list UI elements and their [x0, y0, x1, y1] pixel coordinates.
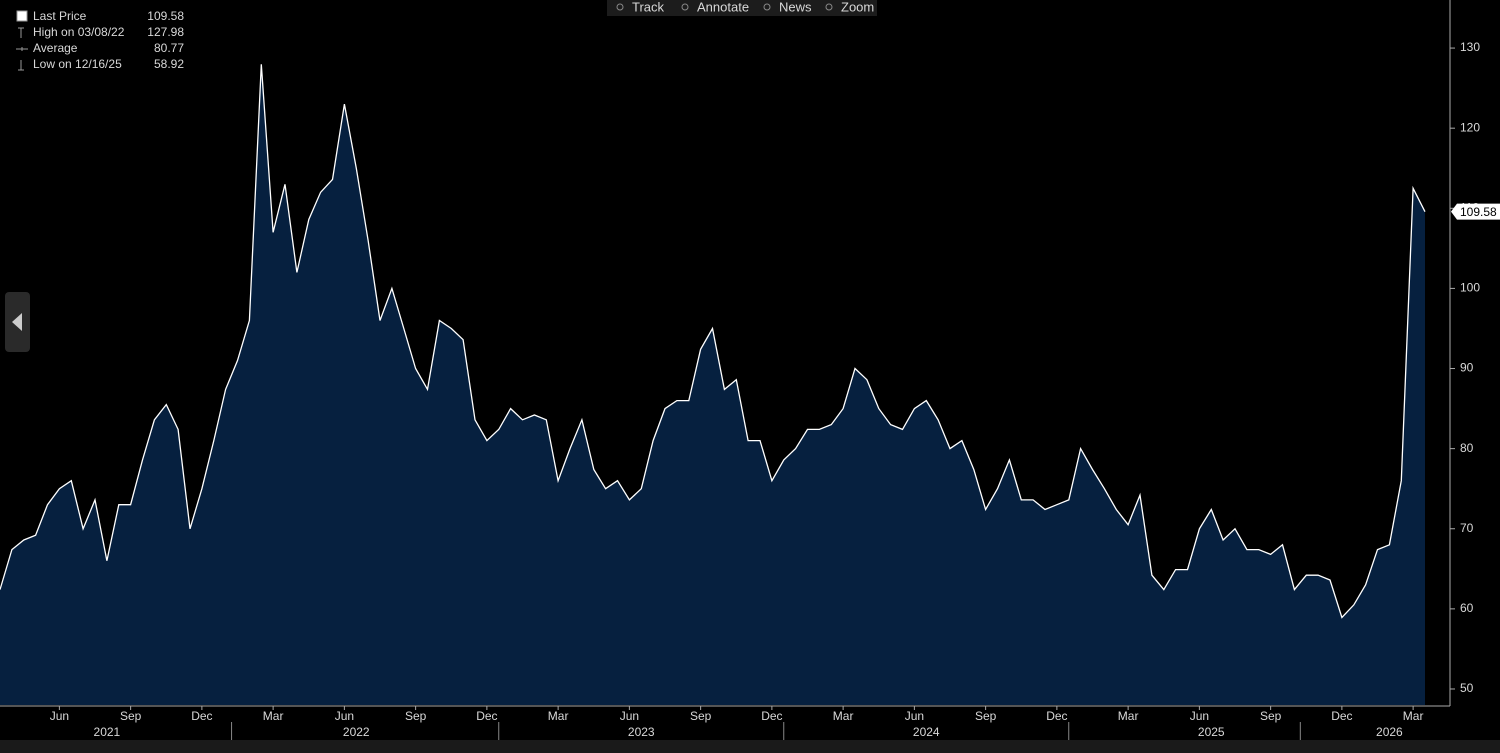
- y-tick-label: 120: [1460, 120, 1480, 134]
- x-tick-label: Jun: [1190, 709, 1209, 723]
- x-tick-label: Jun: [905, 709, 924, 723]
- year-label: 2024: [913, 725, 940, 739]
- legend-icon: [16, 10, 28, 22]
- toolbar-button[interactable]: Track: [632, 0, 665, 14]
- toolbar-icon: [825, 3, 833, 11]
- year-label: 2026: [1376, 725, 1403, 739]
- x-tick-label: Mar: [833, 709, 854, 723]
- x-tick-label: Sep: [975, 709, 997, 723]
- legend-value: 80.77: [154, 41, 184, 55]
- legend-label: Average: [33, 41, 78, 55]
- y-tick-label: 60: [1460, 601, 1474, 615]
- toolbar-icon: [616, 3, 624, 11]
- toolbar-button[interactable]: Annotate: [697, 0, 749, 14]
- x-tick-label: Dec: [476, 709, 497, 723]
- x-tick-label: Jun: [335, 709, 354, 723]
- x-tick-label: Mar: [263, 709, 284, 723]
- overlay: Last Price 109.58 High on 03/08/22 127.98 Av…: [0, 0, 877, 352]
- legend-box: [0, 0, 190, 76]
- year-label: 2022: [343, 725, 370, 739]
- year-label: 2023: [628, 725, 655, 739]
- x-tick-label: Mar: [1403, 709, 1424, 723]
- x-tick-label: Sep: [1260, 709, 1282, 723]
- y-tick-label: 130: [1460, 40, 1480, 54]
- toolbar-icon: [681, 3, 689, 11]
- arrow-icon: [12, 313, 22, 331]
- toolbar: [607, 0, 877, 16]
- x-tick-label: Mar: [1118, 709, 1139, 723]
- y-tick-label: 90: [1460, 361, 1474, 375]
- toolbar-button[interactable]: Zoom: [841, 0, 874, 14]
- x-tick-label: Dec: [1331, 709, 1352, 723]
- y-tick-label: 100: [1460, 281, 1480, 295]
- last-price-tag: [1451, 203, 1500, 220]
- legend-icon: [18, 60, 24, 71]
- x-tick-label: Jun: [620, 709, 639, 723]
- x-tick-label: Sep: [405, 709, 427, 723]
- footer-band: [0, 740, 1500, 753]
- legend-icon: [16, 47, 28, 51]
- legend-label: Low on 12/16/25: [33, 57, 122, 71]
- toolbar-icon: [763, 3, 771, 11]
- x-tick-label: Sep: [120, 709, 142, 723]
- legend-value: 127.98: [147, 25, 184, 39]
- x-tick-label: Dec: [1046, 709, 1067, 723]
- x-tick-label: Sep: [690, 709, 712, 723]
- year-label: 2021: [94, 725, 121, 739]
- last-price-label: 109.58: [1460, 205, 1497, 219]
- x-tick-label: Mar: [548, 709, 569, 723]
- y-tick-label: 80: [1460, 441, 1474, 455]
- plot: [0, 64, 1426, 706]
- area: [0, 64, 1425, 706]
- legend-icon: [18, 27, 24, 38]
- year-label: 2025: [1198, 725, 1225, 739]
- legend-value: 58.92: [154, 57, 184, 71]
- price-line: [0, 64, 1426, 619]
- x-tick-label: Dec: [191, 709, 212, 723]
- y-tick-label: 50: [1460, 681, 1474, 695]
- toolbar-button[interactable]: News: [779, 0, 812, 14]
- legend-label: High on 03/08/22: [33, 25, 125, 39]
- x-tick-label: Jun: [50, 709, 69, 723]
- legend-label: Last Price: [33, 9, 87, 23]
- y-tick-label: 70: [1460, 521, 1474, 535]
- x-tick-label: Dec: [761, 709, 782, 723]
- legend-value: 109.58: [147, 9, 184, 23]
